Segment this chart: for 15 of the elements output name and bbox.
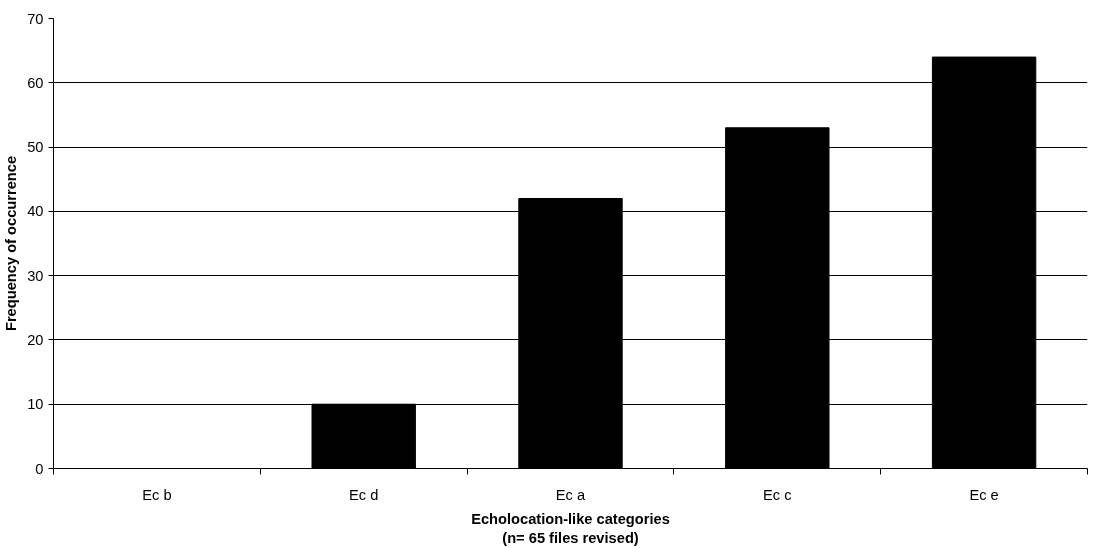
y-tick-label: 40 xyxy=(27,203,44,220)
y-tick-label: 60 xyxy=(27,74,44,91)
y-tick-label: 50 xyxy=(27,139,44,156)
y-axis-title: Frequency of occurrence xyxy=(3,155,20,332)
y-tick-label: 10 xyxy=(27,396,44,413)
x-tick-label: Ec b xyxy=(142,486,172,503)
x-tick-label: Ec a xyxy=(555,486,587,503)
y-tick-label: 70 xyxy=(27,10,44,27)
y-tick-label: 20 xyxy=(27,331,44,348)
x-tick-label: Ec e xyxy=(969,486,999,503)
x-tick-label: Ec d xyxy=(349,486,379,503)
x-tick-label: Ec c xyxy=(763,486,792,503)
y-tick-label: 0 xyxy=(35,460,44,477)
x-axis-title: Echolocation-like categories (n= 65 files revised) xyxy=(471,510,670,546)
y-tick-label: 30 xyxy=(27,267,44,284)
